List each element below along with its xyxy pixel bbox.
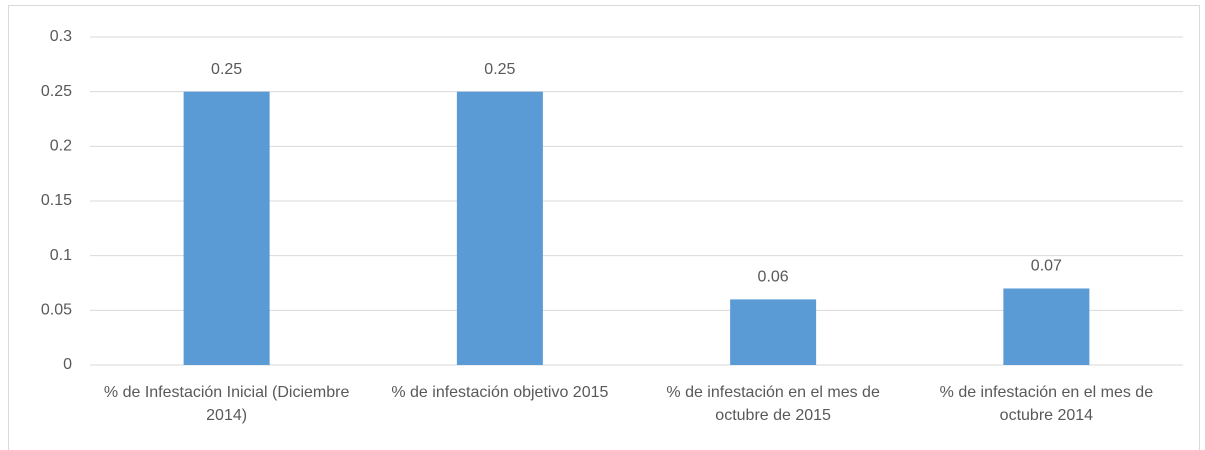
data-label: 0.25 [484,61,515,78]
y-tick-label: 0 [63,356,72,373]
y-tick-label: 0.25 [41,83,72,100]
y-tick-label: 0.1 [50,247,72,264]
x-tick-label: % de infestación en el mes de octubre 20… [939,384,1154,424]
bar [183,91,270,366]
y-tick-label: 0.3 [50,28,72,45]
x-tick-label: % de infestación en el mes de octubre de… [666,384,880,424]
x-tick-label: % de Infestación Inicial (Diciembre 2014… [103,384,350,424]
data-label: 0.25 [211,61,242,78]
bar [730,299,817,365]
y-tick-label: 0.15 [41,192,72,209]
data-label: 0.06 [758,269,789,286]
y-tick-label: 0.05 [41,302,72,319]
bar [1003,288,1090,365]
x-tick-label: % de infestación objetivo 2015 [391,384,609,401]
bar [456,91,543,366]
chart-border [8,5,1200,450]
data-label: 0.07 [1031,258,1062,275]
y-tick-label: 0.2 [50,138,72,155]
